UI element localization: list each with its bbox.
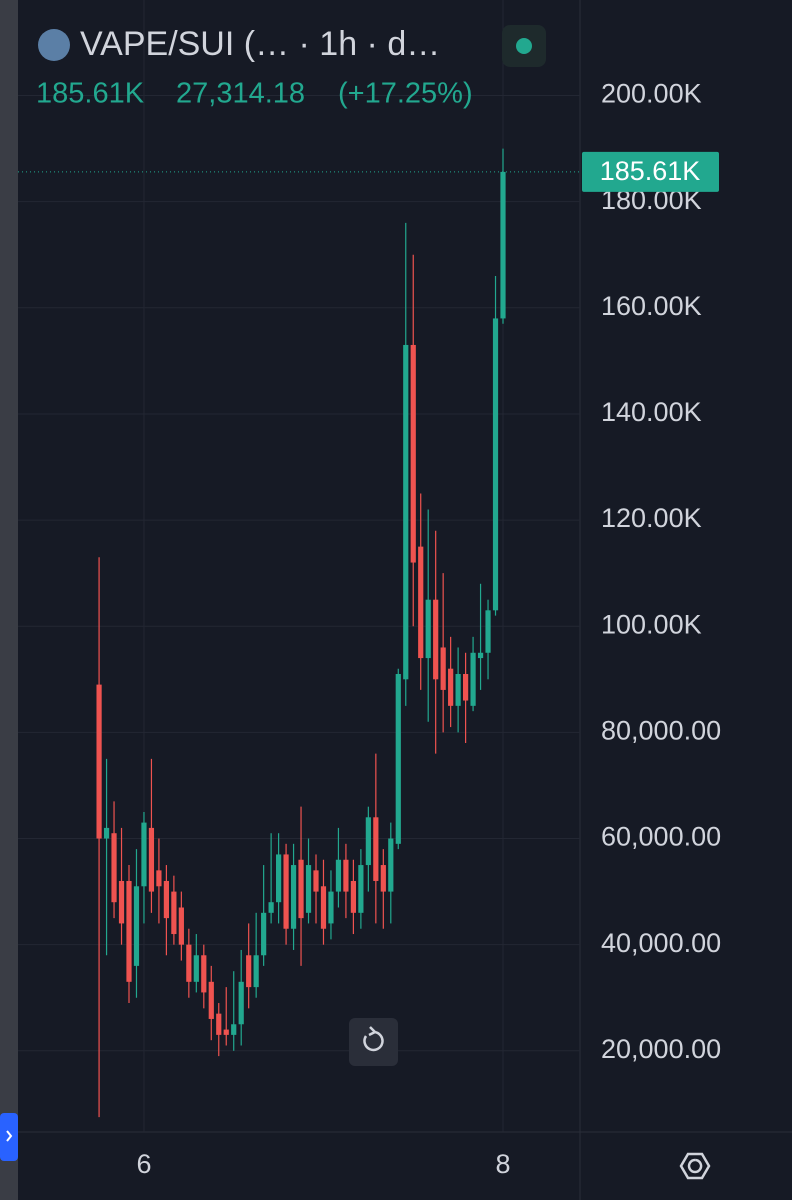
candle-body [485, 610, 491, 653]
candle-body [231, 1024, 237, 1035]
settings-icon[interactable] [679, 1152, 711, 1180]
y-tick-label: 60,000.00 [601, 822, 721, 852]
candle-body [148, 827, 155, 892]
candle-body [440, 647, 446, 690]
candle-body [156, 870, 162, 887]
candle-body [373, 817, 379, 881]
candle-body [365, 817, 371, 866]
status-dot [516, 38, 532, 54]
y-tick-label: 160.00K [601, 291, 702, 321]
candle-body [126, 880, 132, 982]
header-change: 27,314.18 [176, 78, 305, 110]
candle-body [388, 838, 394, 892]
candle-body [253, 955, 259, 988]
candle-body [216, 1013, 222, 1035]
candle-body [305, 865, 312, 913]
plot [18, 0, 580, 1132]
candle-body [141, 822, 147, 887]
y-tick-label: 120.00K [601, 503, 702, 533]
side-tab-icon [6, 1130, 13, 1142]
candle-body [96, 684, 102, 839]
candle-body [118, 880, 125, 924]
y-tick-label: 20,000.00 [601, 1034, 721, 1064]
candle-body [448, 668, 454, 706]
candle-body [298, 859, 304, 919]
candle-body [313, 870, 319, 892]
candle-body [290, 865, 297, 929]
reset-button[interactable] [349, 1018, 398, 1066]
chart-title: VAPE/SUI (… · 1h · d… [80, 25, 440, 63]
candle-body [328, 891, 334, 924]
candle-body [477, 652, 484, 659]
y-tick-label: 100.00K [601, 609, 702, 639]
candle-body [500, 171, 506, 319]
candle-body [193, 955, 199, 982]
candle-body [133, 886, 140, 966]
candle-body [186, 944, 192, 982]
price-label-box [582, 151, 719, 192]
price-label: 185.61K [600, 156, 701, 186]
candle-body [283, 854, 289, 929]
header-price: 185.61K [36, 78, 145, 110]
x-tick-label: 8 [495, 1149, 510, 1179]
candle-body [492, 318, 499, 611]
candle-body [470, 652, 476, 706]
candle-body [163, 880, 169, 919]
candle-body [223, 1029, 229, 1035]
header-change-percent: (+17.25%) [338, 78, 473, 110]
candle-body [261, 912, 267, 956]
candle-body [238, 981, 244, 1025]
candle-body [335, 859, 342, 892]
candle-body [463, 673, 469, 701]
candle-body [425, 599, 431, 659]
candle-body [433, 599, 439, 680]
candle-body [343, 859, 349, 892]
candle-body [395, 673, 401, 844]
candle-body [350, 880, 356, 913]
candle-body [276, 854, 282, 903]
candle-body [111, 833, 117, 903]
y-tick-label: 140.00K [601, 397, 702, 427]
y-tick-label: 40,000.00 [601, 928, 721, 958]
candle-body [268, 902, 274, 913]
candle-body [403, 344, 409, 680]
candle-body [246, 955, 252, 988]
candle-body [208, 981, 214, 1019]
candle-body [455, 673, 461, 706]
candle-body [201, 955, 207, 993]
y-tick-label: 80,000.00 [601, 716, 721, 746]
x-tick-label: 6 [136, 1149, 151, 1179]
candle-body [410, 344, 416, 563]
reset-icon [363, 1026, 384, 1052]
token-icon [38, 29, 70, 61]
candle-body [171, 891, 177, 935]
y-tick-label: 200.00K [601, 79, 702, 109]
candle-body [358, 865, 364, 913]
candle-body [103, 827, 110, 839]
candle-body [380, 865, 386, 892]
candle-body [178, 907, 184, 945]
candle-body [418, 546, 424, 659]
candle-body [320, 886, 327, 929]
